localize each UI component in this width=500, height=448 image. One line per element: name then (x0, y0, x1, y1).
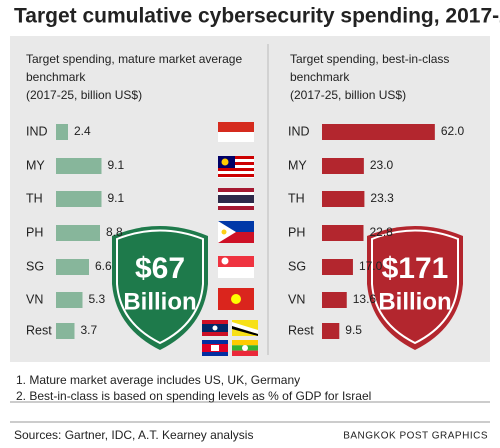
source: Sources: Gartner, IDC, A.T. Kearney anal… (14, 428, 253, 442)
category-label: IND (288, 124, 310, 138)
badge-unit: Billion (123, 288, 196, 315)
value-label: 2.4 (74, 124, 91, 138)
category-label: VN (288, 292, 305, 306)
value-label: 23.3 (370, 191, 394, 205)
title: Target cumulative cybersecurity spending… (14, 5, 500, 28)
category-label: PH (26, 225, 43, 239)
bar (56, 158, 102, 174)
value-label: 6.6 (95, 259, 112, 273)
value-label: 9.5 (345, 323, 362, 337)
badge-unit: Billion (378, 288, 451, 315)
bar (322, 292, 347, 308)
category-label: MY (288, 158, 307, 172)
category-label: Rest (26, 323, 52, 337)
shield-outline (371, 229, 459, 345)
bar (322, 259, 353, 275)
subtitle: benchmark (290, 70, 350, 84)
value-label: 23.0 (370, 158, 394, 172)
value-label: 3.7 (81, 323, 98, 337)
value-label: 8.8 (106, 225, 123, 239)
bar (56, 259, 89, 275)
bar (56, 292, 83, 308)
shield (112, 226, 208, 350)
value-label: 17.0 (359, 259, 383, 273)
subtitle: Target spending, mature market average (26, 52, 242, 66)
subtitle: Target spending, best-in-class (290, 52, 449, 66)
badge-amount: $171 (382, 252, 449, 285)
category-label: VN (26, 292, 43, 306)
shield (367, 226, 463, 350)
bar (322, 191, 365, 207)
value-label: 9.1 (108, 191, 125, 205)
subtitle: (2017-25, billion US$) (26, 88, 142, 102)
flags (202, 122, 258, 356)
subtitle: (2017-25, billion US$) (290, 88, 406, 102)
bar (56, 191, 102, 207)
bar (56, 323, 75, 339)
value-label: 5.3 (89, 292, 106, 306)
credit: BANGKOK POST GRAPHICS (343, 431, 488, 442)
value-label: 62.0 (441, 124, 465, 138)
bar (56, 225, 100, 241)
value-label: 9.1 (108, 158, 125, 172)
value-label: 13.6 (353, 292, 377, 306)
category-label: PH (288, 225, 305, 239)
subtitle: benchmark (26, 70, 86, 84)
bar (322, 124, 435, 140)
note: 1. Mature market average includes US, UK… (16, 373, 300, 387)
badge-amount: $67 (135, 252, 185, 285)
bar (322, 323, 340, 339)
bar (56, 124, 68, 140)
category-label: Rest (288, 323, 314, 337)
note: 2. Best-in-class is based on spending le… (16, 389, 371, 403)
category-label: MY (26, 158, 45, 172)
bar (322, 158, 364, 174)
category-label: IND (26, 124, 48, 138)
category-label: SG (26, 259, 44, 273)
shield-outline (116, 229, 204, 345)
category-label: TH (288, 191, 305, 205)
value-label: 22.8 (369, 225, 393, 239)
bar (322, 225, 364, 241)
category-label: SG (288, 259, 306, 273)
category-label: TH (26, 191, 43, 205)
